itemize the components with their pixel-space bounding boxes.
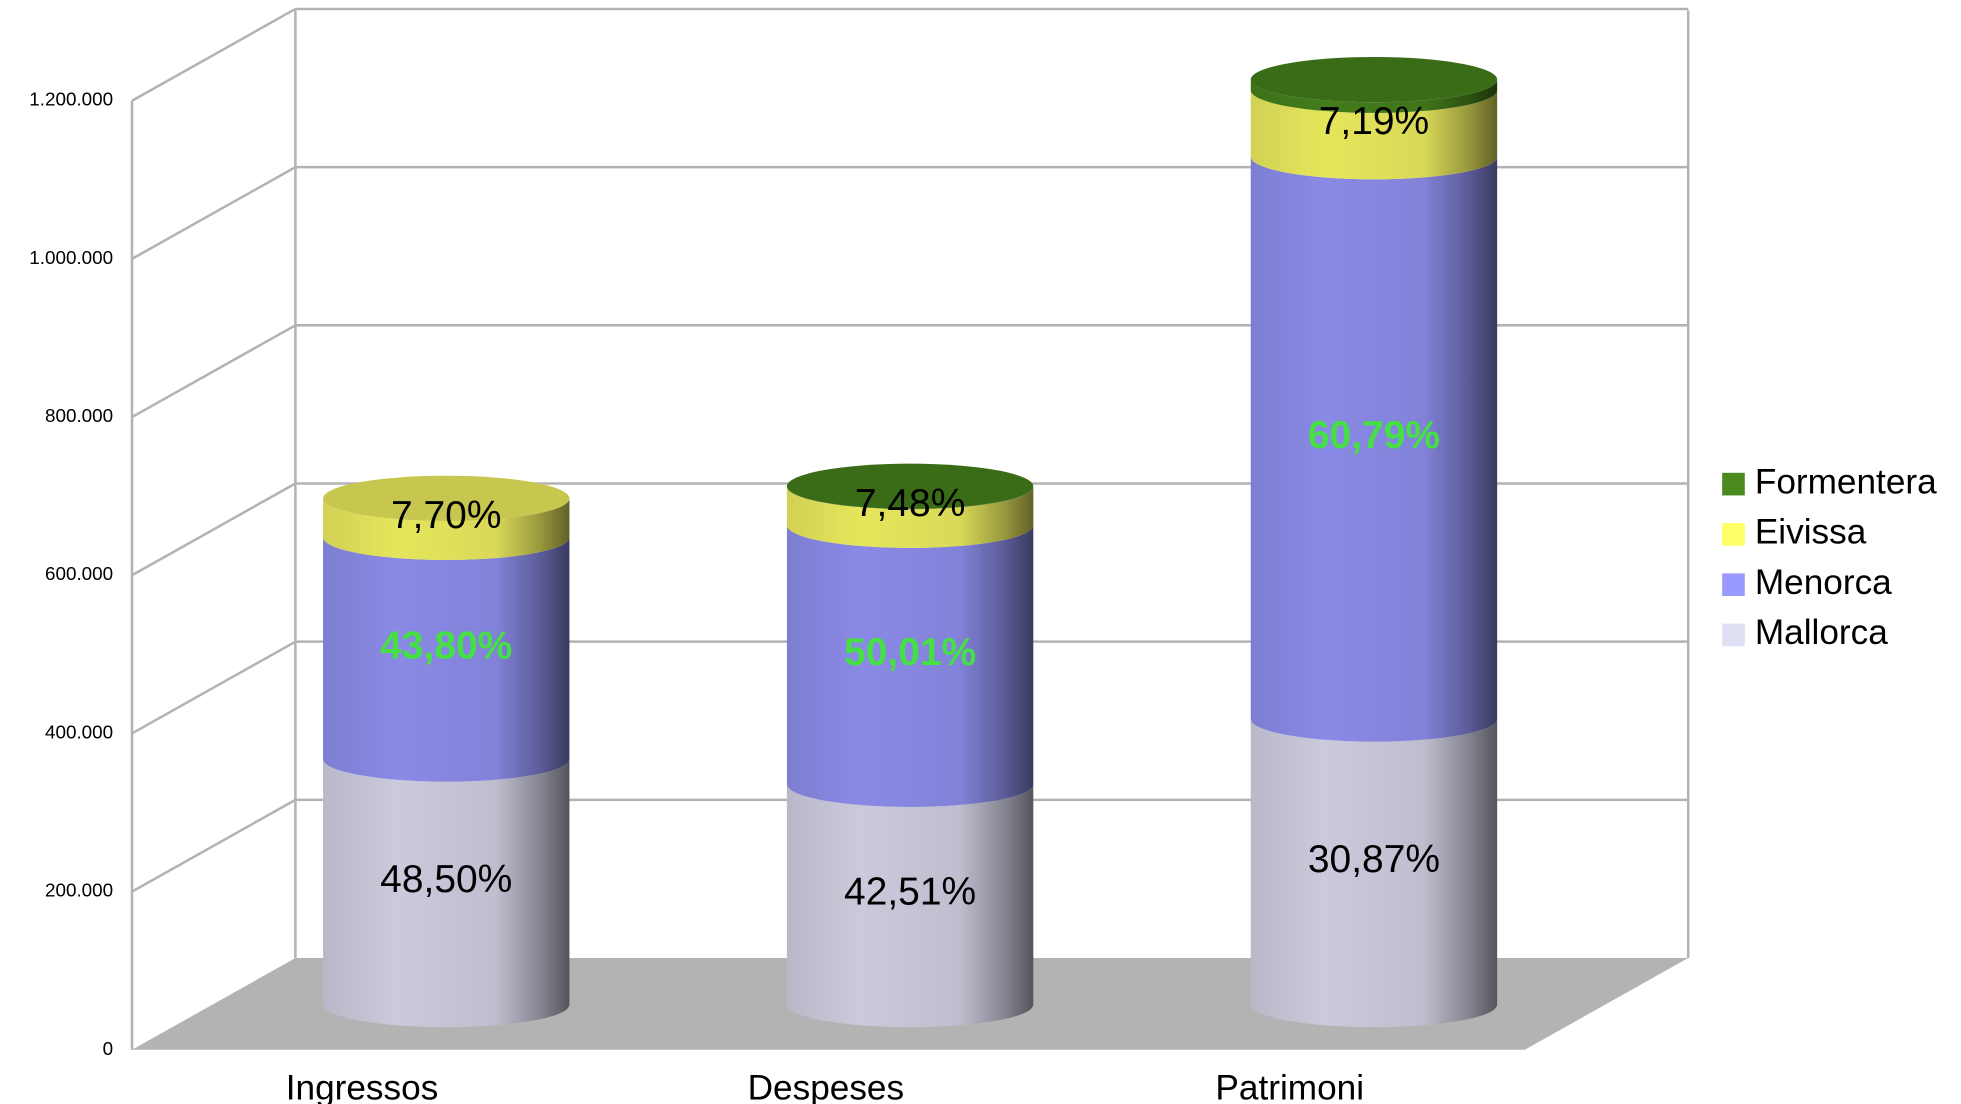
legend-swatch xyxy=(1722,623,1745,647)
cylinder-segment xyxy=(1250,719,1498,1028)
grid-line xyxy=(131,166,297,260)
y-tick-label: 600.000 xyxy=(45,563,113,584)
grid-line xyxy=(131,640,297,735)
grid-line xyxy=(131,798,297,893)
grid-line xyxy=(131,324,297,419)
grid-line xyxy=(131,7,297,102)
cylinder-segment xyxy=(786,525,1034,807)
x-tick-label: Despeses xyxy=(748,1068,904,1104)
data-label: 60,79% xyxy=(1308,414,1440,457)
x-tick-label: Ingressos xyxy=(286,1068,439,1104)
cylinder-segment xyxy=(323,537,570,782)
legend-swatch xyxy=(1722,573,1745,596)
cylinder-segment xyxy=(1250,79,1498,113)
cylinder-segment xyxy=(323,498,570,560)
data-label: 7,19% xyxy=(1319,100,1429,143)
data-label: 30,87% xyxy=(1308,838,1440,881)
data-label: 48,50% xyxy=(380,858,512,901)
y-tick-label: 200.000 xyxy=(45,880,113,901)
data-label: 50,01% xyxy=(844,631,976,674)
cylinder-top xyxy=(786,463,1034,509)
y-tick-label: 800.000 xyxy=(45,405,113,426)
legend-swatch xyxy=(1722,523,1745,546)
data-label: 43,80% xyxy=(380,624,512,667)
data-label: 7,48% xyxy=(855,482,965,525)
cylinder-segment xyxy=(1250,90,1498,180)
cylinder-top xyxy=(1250,56,1498,103)
cylinder-segment xyxy=(1250,156,1498,742)
legend-label: Mallorca xyxy=(1755,613,1888,652)
x-tick-label: Patrimoni xyxy=(1215,1068,1364,1104)
legend-label: Menorca xyxy=(1755,563,1892,602)
y-tick-label: 0 xyxy=(103,1038,113,1059)
cylinder-segment xyxy=(786,784,1034,1028)
y-tick-label: 1.200.000 xyxy=(29,89,113,110)
data-label: 7,70% xyxy=(391,494,501,537)
legend-label: Formentera xyxy=(1755,462,1937,501)
cylinder-segment xyxy=(323,759,570,1028)
legend-swatch xyxy=(1722,472,1745,496)
grid-line xyxy=(131,482,297,577)
y-tick-label: 1.000.000 xyxy=(29,247,113,268)
legend-label: Eivissa xyxy=(1755,513,1867,552)
cylinder-segment xyxy=(786,486,1034,548)
cylinder-top xyxy=(323,475,570,521)
data-label: 42,51% xyxy=(844,871,976,914)
y-tick-label: 400.000 xyxy=(45,721,113,742)
